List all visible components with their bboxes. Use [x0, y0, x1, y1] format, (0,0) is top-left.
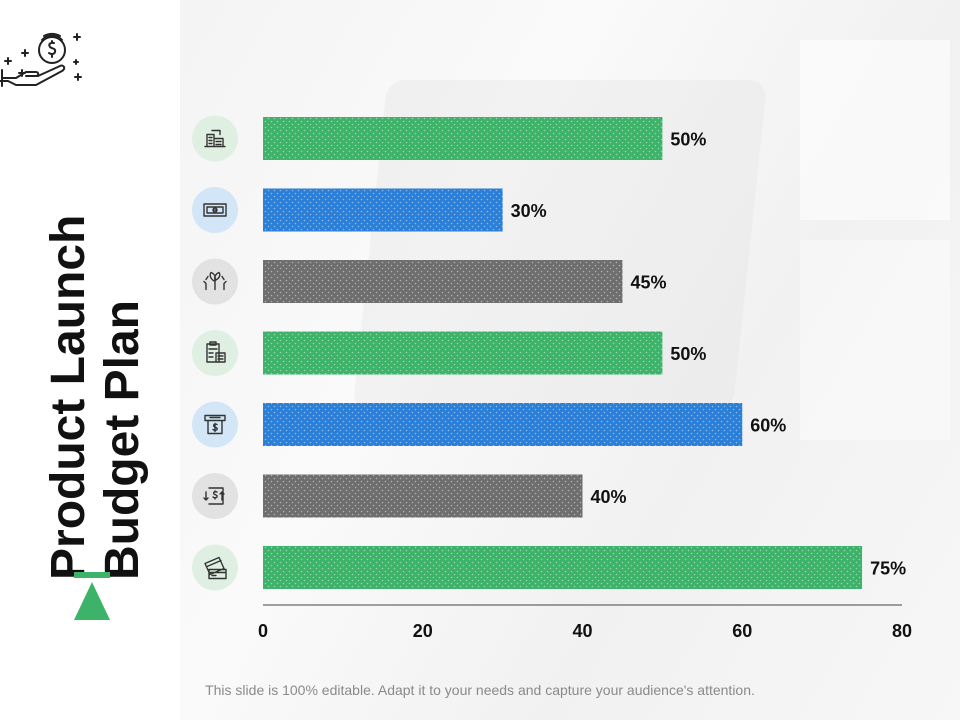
- growth-plant-icon: [192, 258, 238, 305]
- bar-value-label: 45%: [630, 273, 666, 293]
- office-building-icon: [192, 115, 238, 162]
- x-tick-label: 60: [732, 621, 752, 641]
- cash-banknote-icon: [192, 187, 238, 233]
- footer-note: This slide is 100% editable. Adapt it to…: [205, 682, 755, 698]
- x-tick-label: 40: [572, 621, 592, 641]
- accent-triangle-icon: [74, 572, 110, 620]
- bar: [263, 403, 743, 446]
- coin-hand-logo-icon: [0, 32, 82, 87]
- credit-cards-icon: [192, 544, 238, 591]
- bar: [263, 474, 583, 518]
- bar-value-label: 50%: [670, 344, 706, 364]
- x-tick-label: 80: [892, 621, 912, 641]
- bar: [263, 188, 503, 232]
- x-tick-label: 20: [413, 621, 433, 641]
- bar-value-label: 30%: [511, 201, 547, 221]
- bar: [263, 117, 663, 160]
- bar-value-label: 50%: [670, 130, 706, 150]
- bar-value-label: 40%: [591, 487, 627, 507]
- calculator-clipboard-icon: [192, 330, 238, 376]
- bar-value-label: 60%: [750, 416, 786, 436]
- bar: [263, 331, 663, 375]
- x-tick-label: 0: [258, 621, 268, 641]
- bar: [263, 546, 863, 589]
- dollar-exchange-icon: [192, 473, 238, 519]
- atm-dollar-icon: [192, 401, 238, 448]
- bar: [263, 260, 623, 303]
- bar-value-label: 75%: [870, 559, 906, 579]
